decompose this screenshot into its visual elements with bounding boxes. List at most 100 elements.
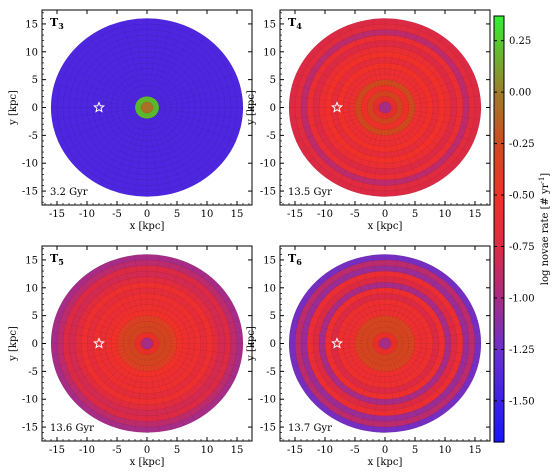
grid-ring — [348, 73, 422, 142]
grid-spoke — [372, 112, 385, 196]
grid-ring — [128, 90, 166, 125]
x-tick-label: 5 — [174, 209, 180, 220]
colorbar-segment — [494, 122, 504, 127]
grid-spoke — [389, 280, 454, 340]
grid-spoke — [152, 109, 236, 142]
grid-ring — [80, 45, 214, 170]
colorbar-segment — [494, 161, 504, 166]
grid-ring — [128, 326, 166, 361]
colorbar-segment — [494, 40, 504, 45]
grid-spoke — [316, 280, 381, 340]
x-tick-label: -5 — [350, 445, 360, 456]
colorbar-segment — [494, 278, 504, 283]
colorbar-segment — [494, 211, 504, 216]
colorbar-segment — [494, 285, 504, 290]
colorbar-segment — [494, 33, 504, 38]
colorbar-segment — [494, 335, 504, 340]
y-tick-label: -5 — [266, 367, 276, 378]
sun-star-marker — [92, 337, 106, 349]
colorbar-segment — [494, 23, 504, 28]
grid-ring — [324, 51, 446, 164]
grid-ring — [288, 18, 482, 197]
colorbar-segment — [494, 154, 504, 159]
grid-spoke — [150, 347, 206, 415]
colorbar-segment — [494, 236, 504, 241]
grid-spoke — [390, 298, 469, 341]
x-tick-label: 10 — [439, 209, 452, 220]
grid-ring — [50, 18, 244, 197]
grid-spoke — [385, 348, 398, 432]
colorbar-segment — [494, 172, 504, 177]
y-tick-label: -10 — [22, 395, 38, 406]
grid-spoke — [359, 257, 384, 339]
grid-spoke — [389, 346, 462, 398]
grid-ring — [134, 96, 160, 119]
colorbar-segment — [494, 250, 504, 255]
colorbar-segment — [494, 72, 504, 77]
grid-spoke — [387, 261, 422, 339]
colorbar-segment — [494, 207, 504, 212]
sun-star-marker — [330, 337, 344, 349]
grid-spoke — [389, 44, 454, 104]
colorbar-segment — [494, 367, 504, 372]
grid-spoke — [389, 289, 462, 341]
colorbar-segment — [494, 189, 504, 195]
grid-spoke — [326, 272, 382, 340]
colorbar-tick-label: 0.00 — [509, 88, 531, 99]
y-tick-label: 0 — [32, 103, 38, 114]
grid-spoke — [58, 345, 142, 378]
grid-spoke — [150, 272, 206, 340]
grid-spoke — [70, 346, 143, 398]
grid-spoke — [149, 112, 184, 190]
x-tick-label: 0 — [144, 445, 150, 456]
grid-spoke — [134, 255, 147, 339]
grid-ring — [300, 29, 470, 186]
grid-spoke — [289, 343, 380, 356]
grid-ring — [378, 101, 392, 114]
grid-spoke — [78, 44, 143, 104]
grid-spoke — [308, 53, 381, 105]
grid-spoke — [348, 25, 383, 103]
colorbar-segment — [494, 417, 504, 422]
colorbar-segment — [494, 268, 504, 273]
grid-spoke — [63, 298, 142, 341]
colorbar-segment — [494, 186, 504, 191]
panel-age: 13.6 Gyr — [50, 423, 94, 434]
disk-center — [379, 337, 391, 350]
colorbar-segment — [494, 147, 504, 152]
grid-spoke — [296, 109, 380, 142]
grid-ring — [122, 320, 172, 367]
grid-ring — [342, 304, 428, 383]
colorbar-segment — [494, 136, 504, 141]
colorbar-segment — [494, 158, 504, 163]
colorbar-segment — [494, 339, 504, 344]
colorbar-segment — [494, 140, 504, 145]
colorbar-segment — [494, 360, 504, 365]
y-tick-label: -15 — [260, 187, 276, 198]
grid-ring — [330, 57, 440, 158]
grid-spoke — [51, 343, 142, 356]
colorbar-segment — [494, 47, 504, 53]
grid-ring — [318, 281, 452, 406]
colorbar-segment — [494, 342, 504, 347]
colorbar-segment — [494, 26, 504, 31]
grid-ring — [294, 259, 476, 428]
grid-spoke — [390, 345, 474, 378]
grid-ring — [86, 51, 208, 164]
colorbar-segment — [494, 289, 504, 294]
x-axis-label: x [kpc] — [368, 221, 403, 232]
colorbar-segment — [494, 410, 504, 415]
y-tick-label: 10 — [25, 283, 38, 294]
colorbar-segment — [494, 424, 504, 429]
grid-spoke — [326, 111, 382, 179]
colorbar-segment — [494, 310, 504, 315]
grid-spoke — [134, 19, 147, 103]
colorbar-segment — [494, 303, 504, 308]
grid-spoke — [336, 348, 383, 421]
x-tick-label: 15 — [469, 209, 482, 220]
grid-spoke — [385, 19, 398, 103]
grid-ring — [294, 23, 476, 192]
grid-spoke — [152, 345, 236, 378]
grid-spoke — [149, 261, 184, 339]
grid-spoke — [289, 95, 380, 108]
